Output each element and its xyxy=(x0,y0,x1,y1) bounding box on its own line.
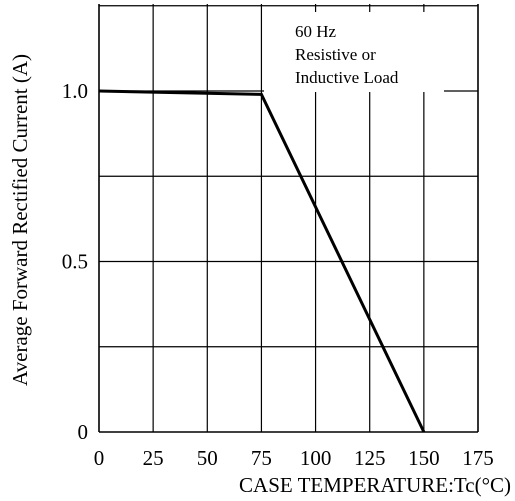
series-line-0 xyxy=(98,89,426,433)
annotation-line-3: Inductive Load xyxy=(295,68,399,87)
x-tick-label-25: 25 xyxy=(143,446,164,470)
y-tick-labels: 0 0.5 1.0 xyxy=(62,79,88,444)
x-tick-label-150: 150 xyxy=(408,446,440,470)
y-tick-label-0: 0 xyxy=(78,420,89,444)
vertical-gridlines xyxy=(98,4,479,432)
x-tick-label-175: 175 xyxy=(462,446,494,470)
y-tick-label-0.5: 0.5 xyxy=(62,250,88,274)
annotation-background xyxy=(264,12,444,92)
horizontal-gridlines xyxy=(99,5,478,433)
series-layer xyxy=(98,89,426,433)
annotation-line-1: 60 Hz xyxy=(295,22,337,41)
y-axis-label: Average Forward Rectified Current (A) xyxy=(8,54,32,386)
annotation-line-2: Resistive or xyxy=(295,45,376,64)
x-tick-label-100: 100 xyxy=(300,446,332,470)
x-tick-label-75: 75 xyxy=(251,446,272,470)
x-tick-label-50: 50 xyxy=(197,446,218,470)
x-tick-labels: 0 25 50 75 100 125 150 175 xyxy=(94,446,494,470)
x-tick-label-125: 125 xyxy=(354,446,386,470)
y-tick-label-1: 1.0 xyxy=(62,79,88,103)
x-axis-label: CASE TEMPERATURE:Tc(°C) xyxy=(239,473,511,497)
x-tick-label-0: 0 xyxy=(94,446,105,470)
